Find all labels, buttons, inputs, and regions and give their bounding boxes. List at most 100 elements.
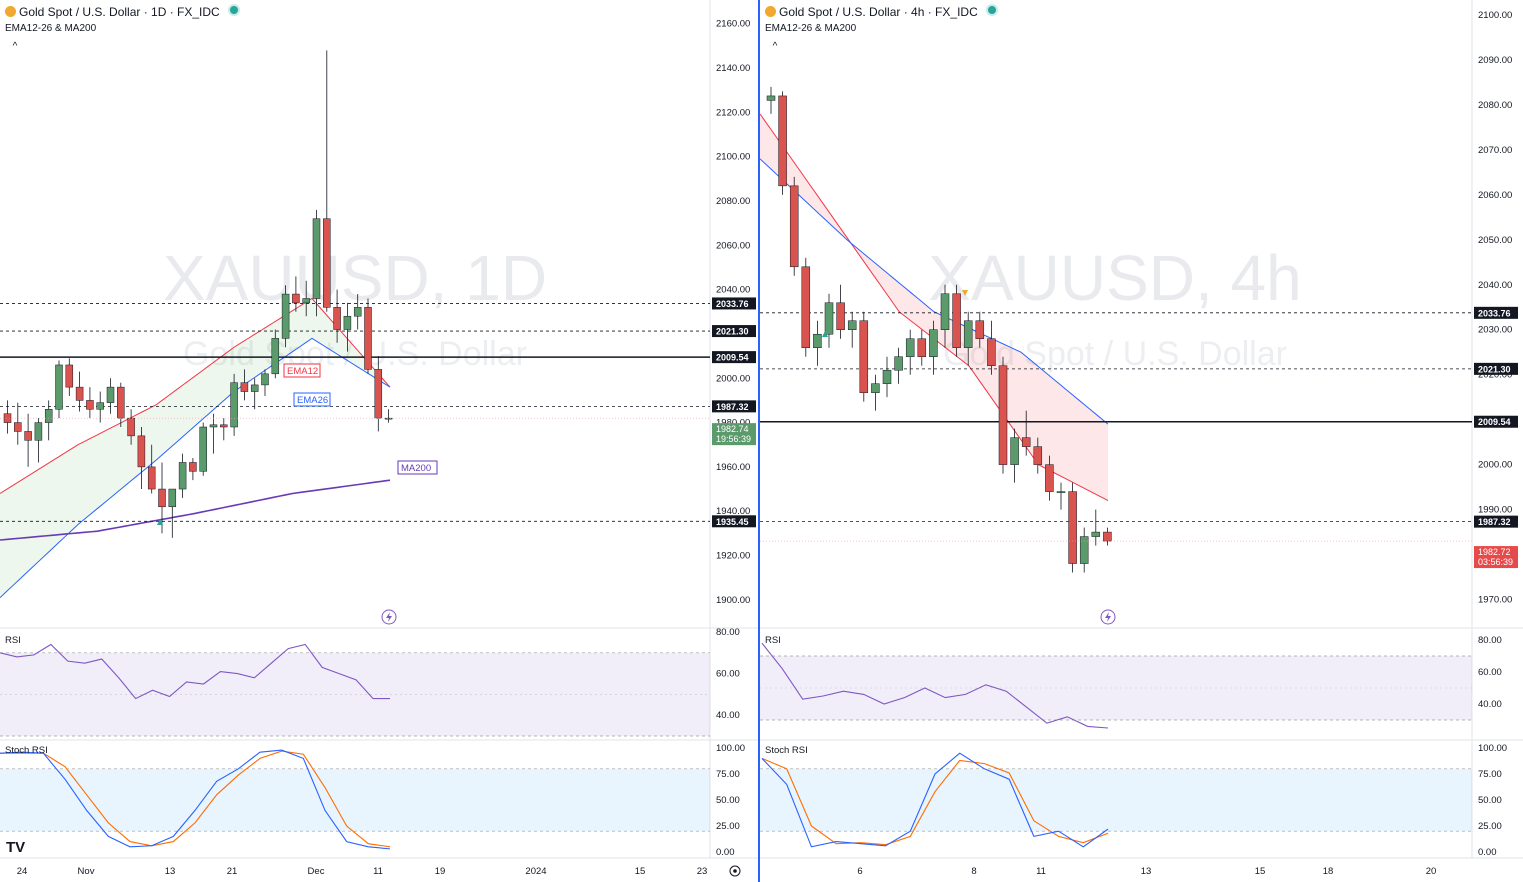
candle-body bbox=[292, 293, 300, 304]
price-tick-label: 1970.00 bbox=[1478, 595, 1512, 606]
candle-body bbox=[137, 435, 146, 468]
price-tick-label: 2000.00 bbox=[716, 373, 750, 384]
level-tag bbox=[712, 351, 756, 364]
level-label: 2021.30 bbox=[716, 327, 749, 337]
watermark-symbol: XAUUSD, 4h bbox=[928, 242, 1301, 314]
candle-body bbox=[147, 466, 156, 490]
candle-body bbox=[952, 293, 961, 348]
candle-body bbox=[168, 488, 177, 508]
candle-body bbox=[281, 293, 290, 339]
level-tag bbox=[712, 297, 756, 310]
current-price-label: 1982.74 bbox=[716, 424, 749, 434]
symbol-header[interactable]: Gold Spot / U.S. Dollar · 1D · FX_IDC bbox=[5, 4, 240, 19]
level-label: 2009.54 bbox=[1478, 417, 1511, 427]
candle-body bbox=[271, 338, 280, 375]
candle-body bbox=[824, 302, 834, 335]
stoch-tick-label: 0.00 bbox=[716, 847, 735, 858]
chart-canvas-1d[interactable]: XAUUSD, 1D Gold Spot / U.S. Dollar 1900.00… bbox=[0, 0, 758, 882]
time-tick-label: 23 bbox=[697, 866, 708, 877]
candle-body bbox=[940, 293, 950, 330]
chart-pane-4h[interactable]: XAUUSD, 4h Gold Spot / U.S. Dollar 1970.00… bbox=[760, 0, 1523, 882]
candle-body bbox=[364, 307, 372, 370]
price-tick-label: 2040.00 bbox=[1478, 280, 1512, 291]
stoch-label: Stoch RSI bbox=[5, 745, 48, 756]
candle-body bbox=[24, 431, 32, 441]
price-tick-label: 2060.00 bbox=[716, 240, 750, 251]
time-tick-label: Nov bbox=[78, 866, 95, 877]
candle-body bbox=[987, 338, 996, 366]
current-price-label: 1982.72 bbox=[1478, 547, 1511, 557]
stoch-tick-label: 0.00 bbox=[1478, 847, 1497, 858]
ema12-tag bbox=[283, 363, 321, 378]
stoch-tick-label: 50.00 bbox=[716, 795, 740, 806]
signal-down-icon bbox=[962, 290, 968, 296]
current-price-tag bbox=[1474, 546, 1518, 569]
price-tick-label: 2030.00 bbox=[1478, 325, 1512, 336]
candle-body bbox=[1068, 491, 1077, 564]
market-open-icon bbox=[227, 4, 240, 16]
candle-body bbox=[75, 386, 84, 401]
candle-body bbox=[859, 320, 869, 393]
time-tick-label: Dec bbox=[308, 866, 325, 877]
time-tick-label: 24 bbox=[17, 866, 28, 877]
price-tick-label: 2070.00 bbox=[1478, 145, 1512, 156]
candle-body bbox=[789, 185, 799, 268]
candle-body bbox=[1010, 437, 1019, 465]
candle-body bbox=[871, 383, 880, 393]
countdown-label: 19:56:39 bbox=[716, 434, 751, 444]
price-tick-label: 1990.00 bbox=[1478, 505, 1512, 516]
pane-divider[interactable] bbox=[758, 0, 760, 882]
chart-pane-1d[interactable]: XAUUSD, 1D Gold Spot / U.S. Dollar 1900.00… bbox=[0, 0, 758, 882]
ema26-tag bbox=[293, 392, 331, 407]
candle-body bbox=[86, 400, 94, 410]
settings-gear-center bbox=[733, 869, 737, 873]
candle-body bbox=[55, 364, 63, 410]
gold-coin-icon bbox=[5, 6, 16, 17]
stoch-d-line bbox=[0, 750, 391, 848]
rsi-tick-label: 40.00 bbox=[1478, 699, 1502, 710]
candle-body bbox=[44, 409, 53, 423]
ema26-line bbox=[0, 337, 391, 598]
gold-coin-icon bbox=[765, 6, 776, 17]
level-label: 2033.76 bbox=[716, 299, 749, 309]
price-tick-label: 2100.00 bbox=[1478, 10, 1512, 21]
rsi-line bbox=[0, 643, 390, 700]
lightning-bolt bbox=[1105, 612, 1111, 622]
time-tick-label: 20 bbox=[1426, 866, 1437, 877]
candle-body bbox=[65, 364, 74, 388]
level-label: 1987.32 bbox=[716, 402, 749, 412]
stoch-band bbox=[760, 768, 1472, 832]
candle-body bbox=[127, 417, 135, 437]
indicator-label[interactable]: EMA12-26 & MA200 bbox=[5, 23, 97, 34]
indicator-label[interactable]: EMA12-26 & MA200 bbox=[765, 23, 857, 34]
price-tick-label: 2060.00 bbox=[1478, 190, 1512, 201]
ma200-tag bbox=[397, 460, 438, 475]
candle-body bbox=[1033, 446, 1043, 465]
stoch-tick-label: 25.00 bbox=[716, 821, 740, 832]
time-tick-label: 19 bbox=[435, 866, 446, 877]
candle-body bbox=[1056, 491, 1066, 493]
stoch-band bbox=[0, 768, 710, 832]
candle-body bbox=[882, 369, 892, 384]
candle-body bbox=[189, 462, 197, 472]
candle-body bbox=[929, 329, 938, 357]
candle-body bbox=[230, 382, 238, 428]
candle-body bbox=[96, 402, 104, 410]
level-tag bbox=[712, 400, 756, 413]
collapse-indicators-button[interactable]: ^ bbox=[12, 41, 18, 52]
candle-body bbox=[963, 320, 973, 348]
price-tick-label: 2020.00 bbox=[1478, 370, 1512, 381]
ema-cloud bbox=[0, 298, 390, 598]
price-tick-label: 2090.00 bbox=[1478, 55, 1512, 66]
stoch-label: Stoch RSI bbox=[765, 745, 808, 756]
rsi-tick-label: 60.00 bbox=[716, 669, 740, 680]
candle-body bbox=[240, 382, 249, 392]
time-tick-label: 15 bbox=[635, 866, 646, 877]
candle-body bbox=[302, 298, 310, 304]
price-tick-label: 2100.00 bbox=[716, 152, 750, 163]
collapse-indicators-button[interactable]: ^ bbox=[772, 41, 778, 52]
symbol-header[interactable]: Gold Spot / U.S. Dollar · 4h · FX_IDC bbox=[765, 4, 998, 19]
time-tick-label: 6 bbox=[857, 866, 862, 877]
time-tick-label: 15 bbox=[1255, 866, 1266, 877]
